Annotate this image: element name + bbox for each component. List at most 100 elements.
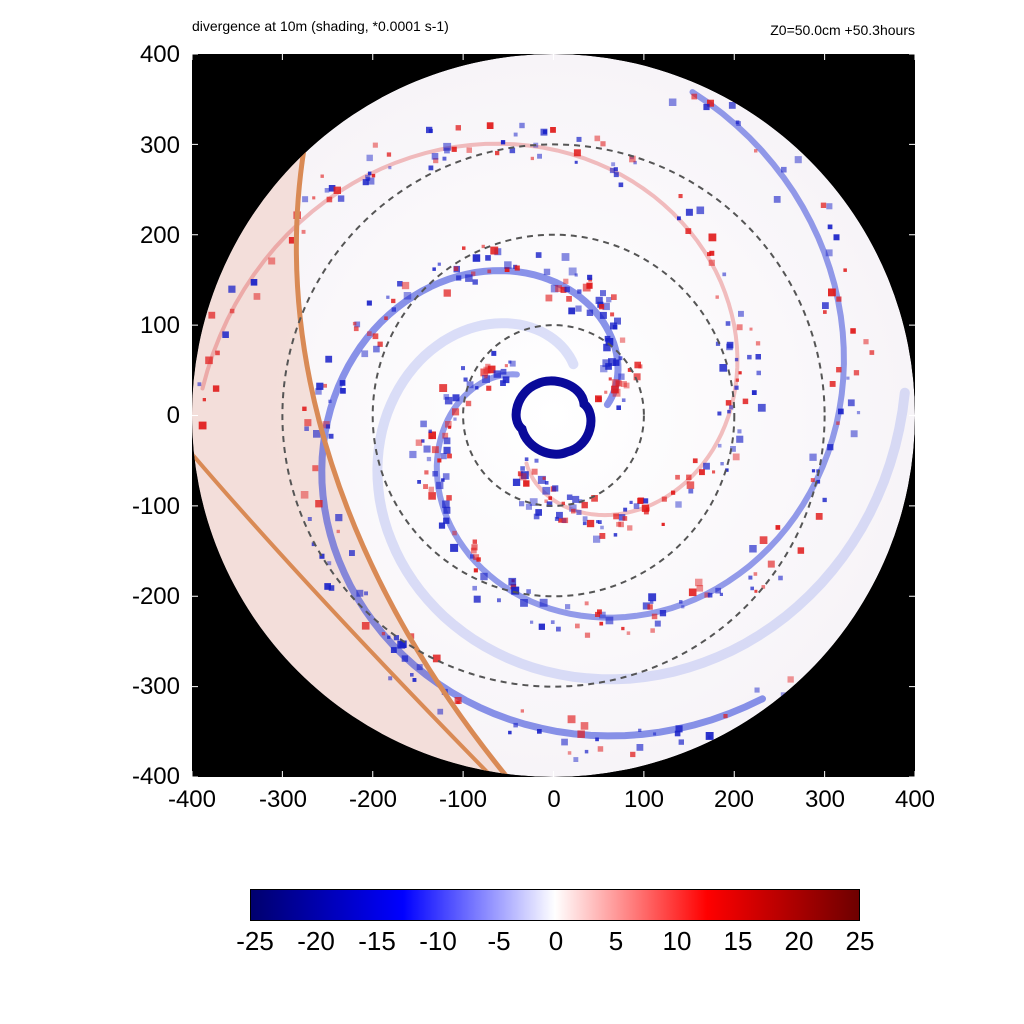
divergence-cell bbox=[727, 409, 731, 414]
divergence-cell bbox=[328, 399, 332, 403]
divergence-cell bbox=[833, 234, 840, 241]
divergence-cell bbox=[323, 383, 327, 388]
divergence-cell bbox=[757, 403, 766, 412]
divergence-cell bbox=[599, 611, 606, 619]
divergence-cell bbox=[531, 468, 538, 475]
divergence-cell bbox=[582, 516, 588, 522]
divergence-cell bbox=[514, 265, 520, 271]
divergence-cell bbox=[500, 368, 507, 375]
divergence-cell bbox=[574, 273, 578, 277]
divergence-cell bbox=[475, 386, 479, 390]
divergence-cell bbox=[319, 553, 325, 559]
divergence-cell bbox=[367, 177, 375, 185]
x-tick-label: 0 bbox=[547, 786, 561, 813]
divergence-cell bbox=[843, 268, 847, 272]
divergence-cell bbox=[537, 475, 546, 484]
heatmap-plot bbox=[192, 54, 915, 777]
divergence-cell bbox=[337, 195, 345, 202]
divergence-cell bbox=[633, 373, 641, 381]
divergence-cell bbox=[397, 281, 403, 287]
divergence-cell bbox=[611, 162, 616, 167]
divergence-cell bbox=[732, 453, 740, 461]
divergence-cell bbox=[815, 513, 823, 520]
divergence-cell bbox=[728, 102, 736, 109]
divergence-cell bbox=[487, 269, 492, 274]
divergence-cell bbox=[715, 587, 721, 594]
divergence-cell bbox=[472, 585, 477, 591]
divergence-cell bbox=[455, 125, 461, 131]
divergence-cell bbox=[642, 602, 650, 610]
divergence-cell bbox=[686, 474, 692, 480]
divergence-cell bbox=[401, 655, 409, 662]
divergence-cell bbox=[568, 307, 576, 315]
divergence-cell bbox=[742, 398, 749, 405]
divergence-cell bbox=[511, 586, 520, 595]
divergence-cell bbox=[466, 381, 474, 389]
divergence-cell bbox=[797, 547, 805, 554]
divergence-cell bbox=[431, 446, 439, 454]
divergence-cell bbox=[726, 341, 734, 349]
divergence-cell bbox=[754, 149, 758, 153]
divergence-cell bbox=[620, 381, 627, 387]
divergence-cell bbox=[432, 471, 438, 477]
divergence-cell bbox=[428, 165, 434, 171]
divergence-cell bbox=[823, 310, 827, 314]
divergence-cell bbox=[542, 476, 546, 480]
divergence-cell bbox=[836, 296, 842, 302]
divergence-cell bbox=[537, 729, 542, 734]
divergence-cell bbox=[651, 613, 658, 620]
divergence-cell bbox=[708, 233, 717, 242]
divergence-cell bbox=[747, 354, 752, 360]
divergence-cell bbox=[649, 600, 654, 604]
divergence-cell bbox=[208, 311, 216, 319]
divergence-cell bbox=[826, 203, 833, 210]
divergence-cell bbox=[619, 337, 626, 343]
divergence-cell bbox=[638, 728, 642, 732]
divergence-cell bbox=[736, 121, 741, 126]
divergence-cell bbox=[678, 194, 683, 199]
divergence-cell bbox=[618, 521, 624, 528]
divergence-cell bbox=[781, 166, 787, 173]
divergence-cell bbox=[497, 598, 501, 603]
divergence-cell bbox=[466, 147, 472, 153]
divergence-cell bbox=[597, 746, 604, 752]
divergence-cell bbox=[794, 156, 802, 164]
divergence-cell bbox=[198, 421, 207, 430]
divergence-cell bbox=[703, 462, 710, 470]
divergence-cell bbox=[606, 297, 612, 303]
divergence-cell bbox=[367, 331, 372, 336]
divergence-cell bbox=[471, 544, 478, 551]
divergence-cell bbox=[452, 408, 460, 416]
divergence-cell bbox=[356, 589, 364, 597]
range-circle-300 bbox=[281, 143, 826, 688]
divergence-cell bbox=[778, 575, 783, 581]
range-circle-100 bbox=[462, 324, 645, 507]
y-tick-label: 0 bbox=[166, 402, 180, 429]
divergence-cell bbox=[530, 156, 534, 161]
divergence-cell bbox=[633, 503, 640, 509]
divergence-cell bbox=[730, 446, 736, 452]
divergence-cell bbox=[534, 458, 539, 463]
divergence-cell bbox=[616, 405, 621, 410]
divergence-cell bbox=[544, 481, 549, 485]
divergence-cell bbox=[595, 737, 599, 742]
divergence-cell bbox=[504, 364, 508, 368]
divergence-cell bbox=[538, 623, 545, 630]
divergence-cell bbox=[443, 506, 451, 514]
divergence-cell bbox=[372, 333, 379, 340]
divergence-cell bbox=[463, 377, 468, 382]
divergence-cell bbox=[483, 366, 491, 374]
divergence-cell bbox=[566, 494, 573, 500]
divergence-cell bbox=[695, 578, 703, 587]
divergence-cell bbox=[525, 503, 532, 510]
divergence-cell bbox=[564, 286, 570, 293]
divergence-cell bbox=[761, 585, 766, 589]
divergence-cell bbox=[836, 421, 840, 425]
divergence-cell bbox=[584, 632, 591, 638]
divergence-cell bbox=[558, 518, 563, 523]
y-tick-label: -400 bbox=[131, 763, 180, 790]
divergence-cell bbox=[529, 498, 538, 506]
divergence-cell bbox=[596, 520, 600, 524]
divergence-cell bbox=[424, 470, 429, 475]
divergence-cell bbox=[629, 155, 636, 163]
